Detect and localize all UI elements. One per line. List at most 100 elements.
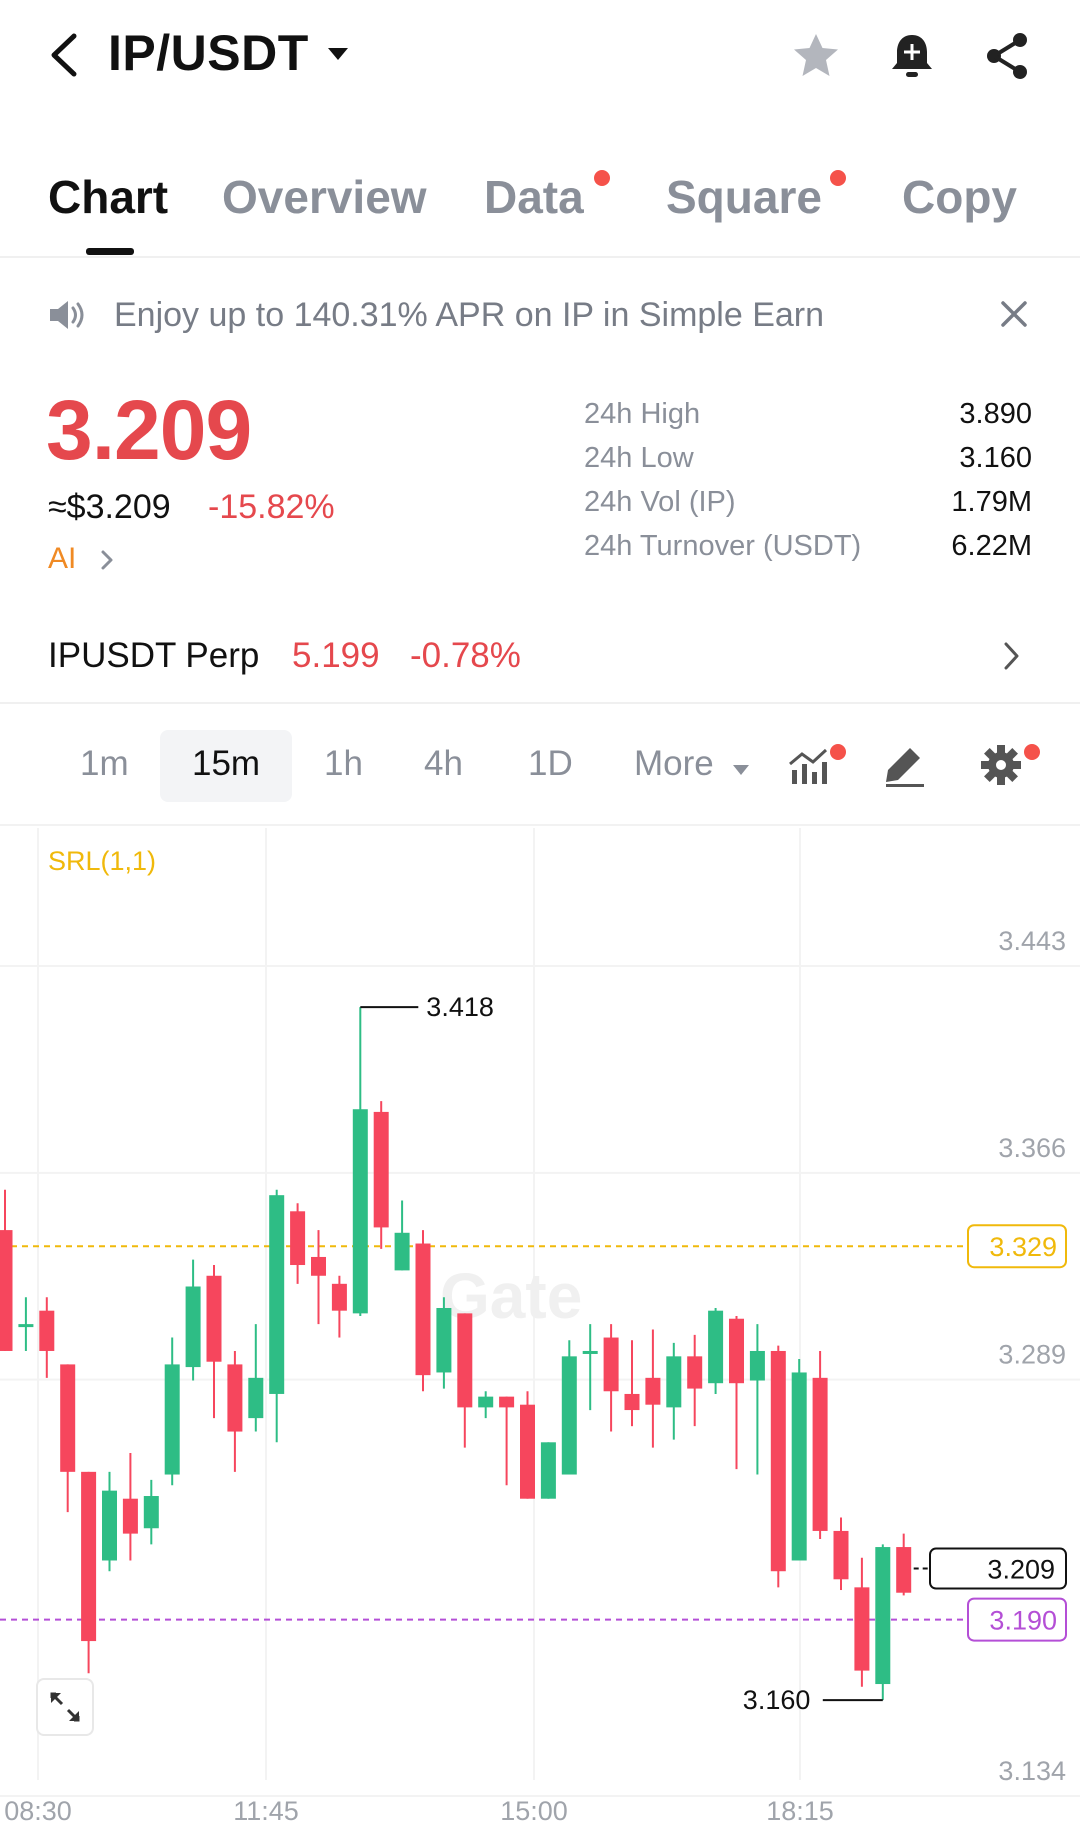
candle-body [311,1256,326,1276]
interval-4h[interactable]: 4h [424,744,463,783]
bell-plus-icon[interactable] [886,30,938,82]
candle-body [854,1587,870,1671]
ai-link[interactable]: AI [48,542,77,575]
candle-body [708,1310,724,1384]
stat-label-vol: 24h Vol (IP) [584,486,736,518]
last-price: 3.209 [46,383,252,477]
expand-icon [50,1692,80,1722]
perp-row[interactable]: IPUSDT Perp 5.199 -0.78% [0,620,1080,704]
candle-body [102,1490,117,1561]
stat-label-turnover: 24h Turnover (USDT) [584,530,862,562]
stat-label-low: 24h Low [584,442,694,474]
notification-dot [594,170,610,186]
price-change-percent: -15.82% [208,488,335,526]
candle-body [248,1377,264,1419]
y-axis-tick-label: 3.443 [998,926,1066,956]
top-bar: IP/USDT [0,0,1080,115]
last-price-box [929,1547,1067,1590]
candle-body [415,1243,431,1376]
stat-value-high: 3.890 [959,398,1032,430]
candle-body [122,1498,138,1534]
candle-body [561,1356,577,1475]
candle-body [603,1337,619,1392]
caret-down-icon[interactable] [326,46,350,62]
stat-value-turnover: 6.22M [951,530,1032,562]
chevron-left-icon[interactable] [44,30,84,80]
candle-body [0,1230,13,1351]
perp-price: 5.199 [292,636,380,675]
low-marker-label: 3.160 [743,1685,811,1715]
candle-body [436,1307,452,1373]
support-level-box [967,1597,1067,1642]
candle-body [812,1377,828,1531]
y-axis-tick-label: 3.366 [998,1133,1066,1163]
stat-value-low: 3.160 [959,442,1032,474]
interval-1d[interactable]: 1D [528,744,573,783]
interval-15m[interactable]: 15m [192,744,261,783]
chevron-right-icon[interactable] [98,548,116,572]
y-axis-tick-label: 3.134 [998,1756,1066,1786]
draw-pen-icon[interactable] [882,742,928,788]
candle-body [269,1195,285,1394]
more-intervals[interactable]: More [634,744,714,783]
interval-1m[interactable]: 1m [80,744,129,783]
srl-level-label: 3.329 [989,1232,1057,1262]
chart-canvas[interactable]: Gate3.4183.1603.2093.3293.1903.4433.3663… [0,828,1080,1829]
gear-icon[interactable] [978,742,1024,788]
candle-body [749,1350,765,1381]
candle-body [645,1377,661,1405]
close-icon[interactable] [998,298,1030,330]
candle-body [60,1364,76,1472]
pair-title[interactable]: IP/USDT [108,25,309,81]
interval-1h[interactable]: 1h [324,744,363,783]
banner-text[interactable]: Enjoy up to 140.31% APR on IP in Simple … [114,296,825,334]
notification-dot [1024,744,1040,760]
x-axis-tick-label: 18:15 [766,1796,834,1826]
candle-body [227,1364,243,1432]
notification-dot [830,170,846,186]
x-axis-tick-label: 08:30 [4,1796,72,1826]
stat-value-vol: 1.79M [951,486,1032,518]
tab-copy[interactable]: Copy [902,171,1017,223]
speaker-icon [50,301,84,329]
candle-body [791,1372,807,1561]
candle-body [666,1356,682,1408]
caret-down-icon[interactable] [732,764,750,776]
candle-body [290,1211,306,1266]
candle-body [185,1286,201,1368]
candle-body [18,1324,34,1328]
candle-body [394,1232,410,1271]
srl-level-box [967,1224,1067,1269]
candlestick-chart[interactable]: Gate 3.418 3.160 3.209 3.329 3.190 3.443 3.366 3… [0,828,1080,1829]
star-icon[interactable] [790,30,842,82]
candle-body [478,1396,494,1408]
usd-price: ≈$3.209 [48,488,171,526]
candle-body [457,1313,473,1408]
support-level-label: 3.190 [989,1606,1057,1636]
x-axis-tick-label: 11:45 [233,1796,299,1826]
candle-body [331,1283,347,1311]
promo-banner[interactable]: Enjoy up to 140.31% APR on IP in Simple … [0,280,1080,350]
selected-interval-bg [160,730,292,802]
candle-body [499,1396,515,1408]
candle-body [770,1350,786,1572]
tab-chart[interactable]: Chart [48,171,169,223]
indicators-icon[interactable] [786,742,832,788]
tab-overview[interactable]: Overview [222,171,427,223]
candle-body [81,1471,97,1642]
chevron-right-icon[interactable] [1000,640,1022,672]
candle-body [875,1547,891,1685]
candle-body [582,1350,598,1354]
x-axis-tick-label: 15:00 [500,1796,568,1826]
candle-body [896,1547,912,1593]
expand-chart-button[interactable] [36,1678,94,1736]
indicator-label: SRL(1,1) [48,846,157,876]
share-icon[interactable] [982,30,1034,82]
candle-body [520,1404,535,1499]
tab-data[interactable]: Data [484,171,584,223]
last-price-label: 3.209 [987,1555,1055,1585]
y-axis-tick-label: 3.289 [998,1340,1066,1370]
candle-body [624,1393,640,1411]
notification-dot [830,744,846,760]
tab-square[interactable]: Square [666,171,822,223]
